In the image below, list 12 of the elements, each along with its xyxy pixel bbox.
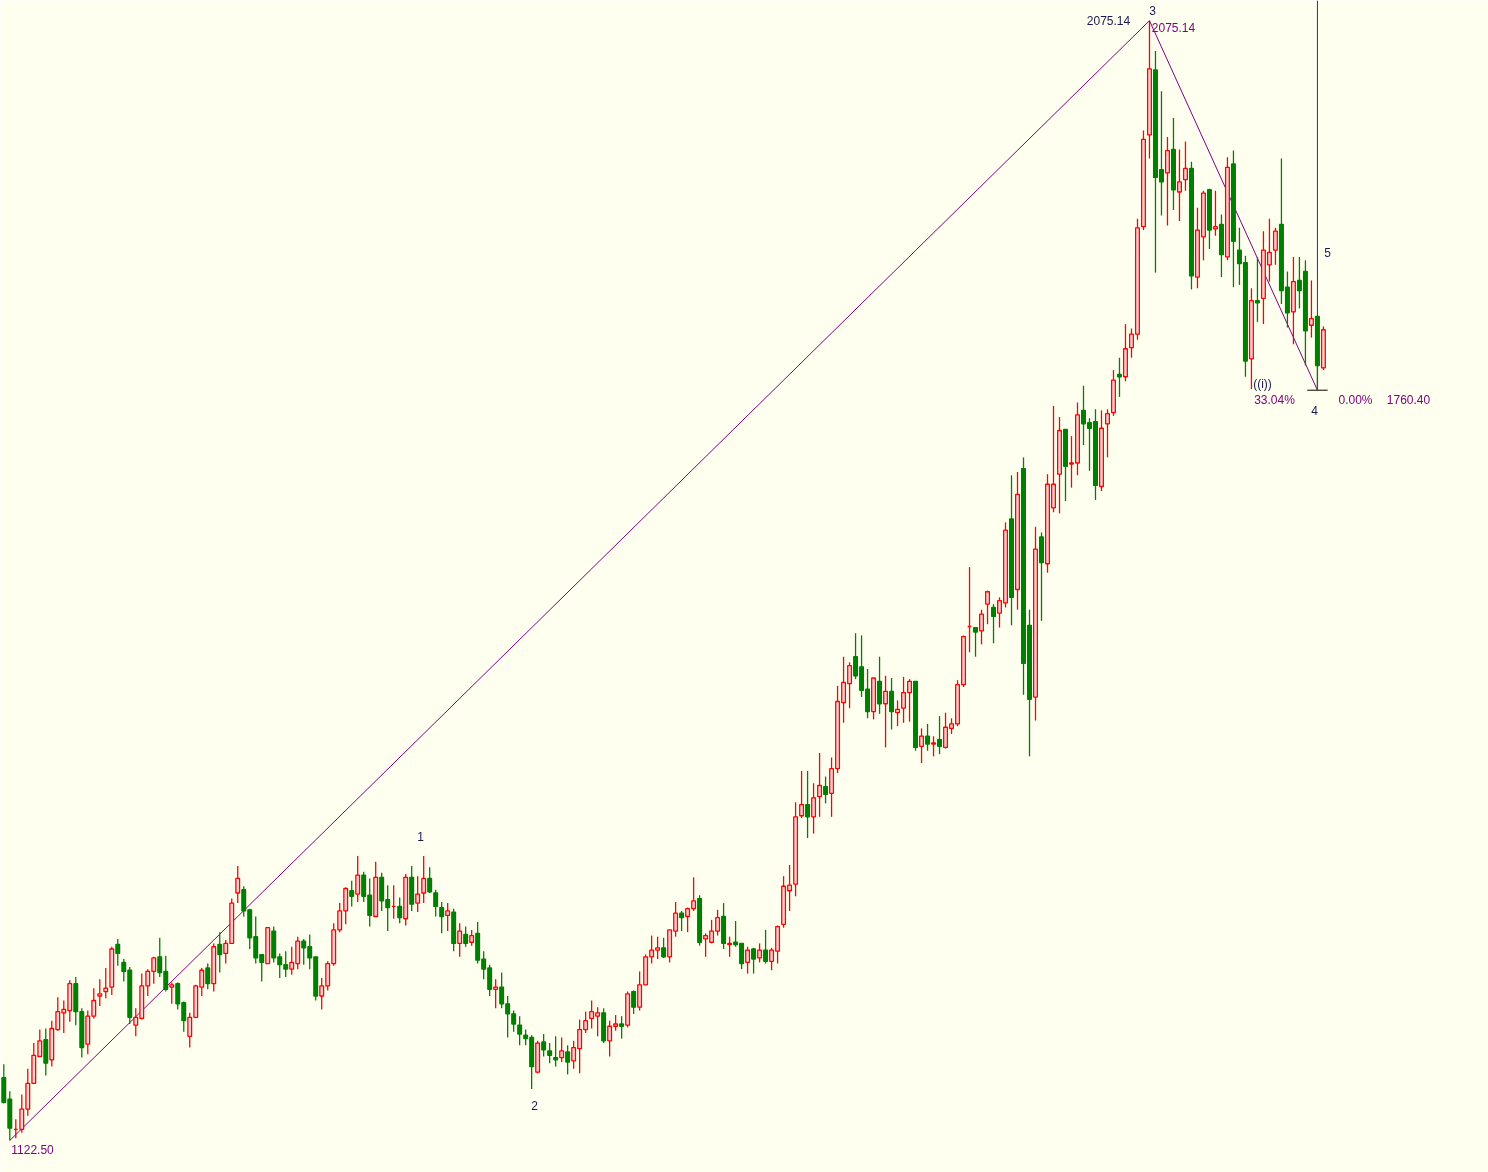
annotation: 4 (1311, 404, 1319, 418)
text: 1122.50 (11, 1143, 55, 1157)
annotation: 33.04% (1254, 392, 1296, 407)
text: 3 (1149, 4, 1157, 18)
text: 1760.40 (1386, 393, 1431, 407)
annotation: ((i)) (1253, 376, 1272, 391)
text: 0.00% (1338, 392, 1373, 407)
annotation: 5 (1324, 246, 1332, 260)
annotation: 2075.14 (1086, 14, 1131, 28)
annotation: 2 (531, 1099, 539, 1113)
annotation: 1 (417, 830, 425, 844)
annotation: 2075.14 (1151, 21, 1196, 35)
